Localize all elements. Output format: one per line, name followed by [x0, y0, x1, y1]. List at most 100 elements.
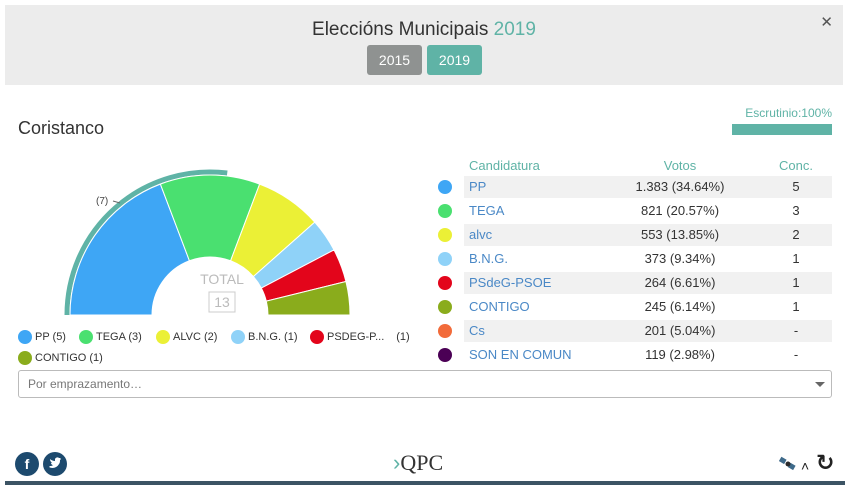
table-row[interactable]: Cs 201 (5.04%) - — [432, 320, 832, 342]
page-title: Eleccións Municipais 2019 — [5, 19, 843, 41]
party-votes: 821 (20.57%) — [640, 203, 720, 218]
majority-arc — [64, 169, 228, 316]
facebook-icon[interactable]: f — [15, 452, 39, 476]
legend-label: PSDEG-P... — [327, 331, 385, 343]
row-background — [464, 320, 832, 342]
legend-label: PP (5) — [35, 331, 66, 343]
party-name-link[interactable]: alvc — [469, 227, 493, 242]
legend-swatch — [156, 330, 170, 345]
party-votes: 553 (13.85%) — [640, 227, 720, 242]
party-seats: 1 — [792, 275, 800, 290]
twitter-icon[interactable] — [43, 452, 67, 476]
year-button-2019[interactable]: 2019 — [427, 45, 482, 75]
party-name-link[interactable]: TEGA — [469, 203, 505, 218]
row-background — [464, 272, 832, 294]
total-label: TOTAL — [200, 271, 244, 287]
legend-label: ALVC (2) — [173, 331, 218, 343]
party-name-link[interactable]: PSdeG-PSOE — [469, 275, 552, 290]
party-color-dot — [438, 180, 452, 194]
qpc-logo[interactable]: ›QPC — [393, 450, 443, 476]
party-seats: - — [793, 347, 799, 362]
party-color-dot — [438, 252, 452, 266]
legend-item[interactable]: CONTIGO (1) — [18, 351, 103, 366]
legend-item[interactable]: PSDEG-P... (1) — [310, 330, 410, 345]
row-background — [464, 176, 832, 198]
party-votes: 264 (6.61%) — [644, 275, 716, 290]
party-name-link[interactable]: B.N.G. — [469, 251, 509, 266]
hemicycle-chart: TOTAL 13 (7) — [64, 169, 351, 320]
party-votes: 373 (9.34%) — [644, 251, 716, 266]
table-row[interactable]: PSdeG-PSOE 264 (6.61%) 1 — [432, 272, 832, 294]
legend-item[interactable]: PP (5) — [18, 330, 66, 345]
party-color-dot — [438, 228, 452, 242]
majority-pointer — [112, 200, 121, 204]
header-votes: Votos — [663, 158, 697, 173]
table-row[interactable]: TEGA 821 (20.57%) 3 — [432, 200, 832, 222]
party-seats: 1 — [792, 299, 800, 314]
row-background — [464, 224, 832, 246]
table-row[interactable]: alvc 553 (13.85%) 2 — [432, 224, 832, 246]
scrutiny-progress-fill — [732, 124, 832, 135]
legend-label: TEGA (3) — [96, 331, 142, 343]
total-value: 13 — [214, 294, 230, 310]
hemicycle-slice-pp[interactable] — [69, 183, 191, 316]
refresh-icon[interactable]: ↻ — [816, 450, 835, 475]
table-row[interactable]: B.N.G. 373 (9.34%) 1 — [432, 248, 832, 270]
party-name-link[interactable]: Cs — [469, 323, 485, 338]
scrutiny-label: Escrutinio:100% — [745, 106, 832, 120]
logo-mark: › — [393, 450, 401, 475]
legend-extra: (1) — [396, 331, 410, 343]
location-select-placeholder: Por emprazamento… — [28, 377, 143, 391]
party-color-dot — [438, 324, 452, 338]
party-votes: 119 (2.98%) — [645, 347, 715, 362]
party-seats: 2 — [792, 227, 800, 242]
title-text: Eleccións Municipais — [312, 19, 489, 40]
scrutiny-progress-bar — [732, 124, 832, 135]
place-name: Coristanco — [18, 118, 105, 138]
legend-swatch — [231, 330, 245, 345]
party-color-dot — [438, 348, 452, 362]
legend-label: B.N.G. (1) — [248, 331, 298, 343]
legend-item[interactable]: TEGA (3) — [79, 330, 142, 345]
header-seats: Conc. — [779, 158, 813, 173]
party-votes: 245 (6.14%) — [644, 299, 716, 314]
hemicycle-center — [152, 257, 268, 320]
party-color-dot — [438, 204, 452, 218]
chevron-up-icon[interactable]: ˄ — [801, 458, 810, 474]
party-color-dot — [438, 300, 452, 314]
total-box — [208, 291, 236, 313]
party-seats: - — [793, 323, 799, 338]
legend-label: CONTIGO (1) — [35, 352, 103, 364]
legend-item[interactable]: B.N.G. (1) — [231, 330, 298, 345]
satellite-shape — [778, 456, 796, 471]
party-name-link[interactable]: CONTIGO — [469, 299, 530, 314]
table-row[interactable]: SON EN COMUN 119 (2.98%) - — [432, 344, 832, 366]
satellite-icon[interactable] — [778, 456, 799, 477]
majority-label: (7) — [96, 196, 108, 207]
table-row[interactable]: PP 1.383 (34.64%) 5 — [432, 176, 832, 198]
party-name-link[interactable]: SON EN COMUN — [469, 347, 572, 362]
party-name-link[interactable]: PP — [469, 179, 487, 194]
close-icon[interactable]: ✕ — [820, 14, 833, 31]
party-votes: 201 (5.04%) — [644, 323, 716, 338]
header-candidate: Candidatura — [469, 158, 540, 173]
party-seats: 3 — [792, 203, 800, 218]
party-seats: 5 — [792, 179, 800, 194]
party-votes: 1.383 (34.64%) — [635, 179, 725, 194]
location-select[interactable]: Por emprazamento… — [18, 370, 832, 398]
chevron-down-icon[interactable] — [815, 382, 825, 387]
legend-swatch — [310, 330, 324, 345]
table-row[interactable]: CONTIGO 245 (6.14%) 1 — [432, 296, 832, 318]
party-seats: 1 — [792, 251, 800, 266]
party-color-dot — [438, 276, 452, 290]
legend-swatch — [79, 330, 93, 345]
year-button-2015[interactable]: 2015 — [367, 45, 422, 75]
footer-divider — [5, 481, 845, 485]
twitter-bird-icon — [49, 457, 61, 468]
legend-swatch — [18, 351, 32, 366]
header-bar: Eleccións Municipais 2019 2015 2019 ✕ — [5, 5, 843, 85]
title-year: 2019 — [493, 19, 536, 40]
legend-swatch — [18, 330, 32, 345]
hemicycle-slice-tega[interactable] — [159, 174, 261, 262]
legend-item[interactable]: ALVC (2) — [156, 330, 218, 345]
